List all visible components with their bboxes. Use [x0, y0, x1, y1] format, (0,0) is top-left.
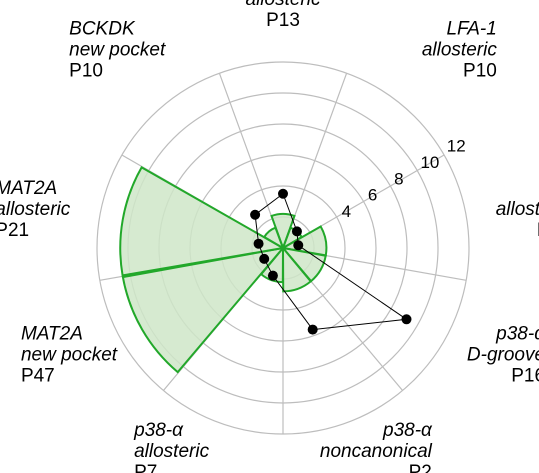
category-name-label: new pocket: [21, 345, 118, 366]
category-name-label: p38-α: [133, 420, 184, 441]
category-name-label: allosteric: [134, 441, 209, 462]
data-point: [267, 270, 278, 281]
category-id-label: P10: [463, 61, 497, 82]
tick-label: 8: [394, 169, 403, 188]
category-name-label: allosteric: [0, 199, 71, 220]
bar-wedge: [270, 212, 296, 251]
category-id-label: P10: [69, 61, 103, 82]
data-point: [293, 240, 304, 251]
tick-label: 4: [342, 202, 351, 221]
bar-wedge: [281, 245, 313, 293]
category-id-label: P13: [266, 10, 300, 31]
bar-wedges: [119, 165, 328, 374]
category-name-label: p38-α: [495, 324, 539, 345]
category-name-label: allosteric: [246, 0, 321, 10]
category-id-label: P7: [134, 462, 157, 473]
tick-label: 12: [447, 136, 466, 155]
category-name-label: BCKDK: [69, 19, 136, 40]
category-name-label: noncanonical: [320, 441, 433, 462]
data-point: [307, 324, 318, 335]
category-name-label: allosteric: [496, 199, 539, 220]
data-point: [291, 226, 302, 237]
data-points: [250, 188, 412, 335]
bar-wedge: [119, 165, 286, 277]
bar-wedge: [121, 246, 286, 374]
trace-line: [254, 192, 408, 331]
category-name-label: LFA-1: [446, 19, 496, 40]
category-id-label: P16: [511, 366, 539, 387]
category-name-label: D-groove: [467, 345, 539, 366]
data-point: [250, 209, 261, 220]
category-id-label: P21: [0, 220, 29, 241]
radial-tick-labels: 468 10 12: [342, 136, 466, 221]
category-name-label: allosteric: [422, 40, 497, 61]
category-id-label: P47: [21, 366, 55, 387]
data-point: [278, 188, 288, 199]
data-point: [253, 238, 264, 249]
tick-label: 10: [420, 153, 439, 172]
category-name-label: new pocket: [69, 40, 166, 61]
category-id-label: P2: [409, 462, 432, 473]
data-point: [259, 253, 270, 264]
category-name-label: p38-α: [382, 420, 433, 441]
point-trace: [254, 192, 408, 331]
data-point: [401, 314, 412, 325]
category-name-label: MAT2A: [0, 178, 57, 199]
category-id-label: P13: [537, 220, 539, 241]
bar-wedge: [262, 226, 285, 251]
category-name-label: MAT2A: [21, 324, 83, 345]
tick-label: 6: [368, 186, 377, 205]
